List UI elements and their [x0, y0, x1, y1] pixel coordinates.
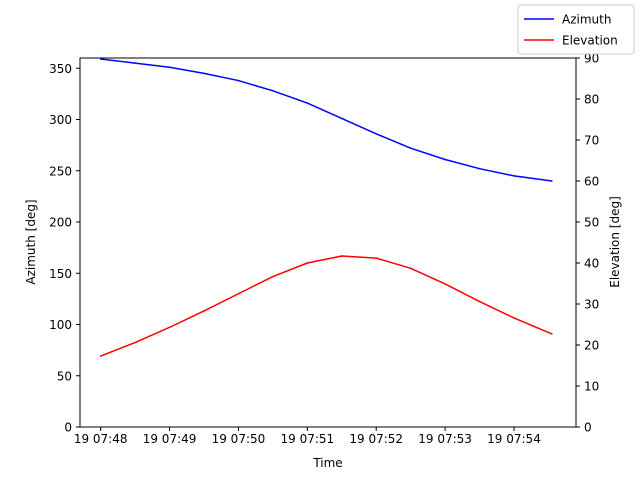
data-point-elevation: [444, 283, 446, 285]
data-point-elevation: [272, 275, 274, 278]
y-tick-label: 200: [49, 216, 72, 230]
y2-tick-label: 90: [584, 52, 599, 66]
y2-tick-label: 60: [584, 175, 599, 189]
y-tick-label: 350: [49, 62, 72, 76]
legend-frame: [517, 4, 635, 55]
y2-tick-label: 10: [584, 380, 599, 394]
data-point-elevation: [237, 292, 240, 295]
legend-label-elevation: Elevation: [562, 34, 618, 48]
data-point-azimuth: [551, 180, 553, 182]
plot-area: [99, 58, 553, 357]
series-line-azimuth: [100, 58, 552, 182]
data-point-elevation: [513, 317, 515, 319]
y-tick-label: 250: [49, 164, 72, 178]
x-tick-label: 19 07:50: [212, 432, 266, 446]
data-point-azimuth: [134, 62, 136, 64]
data-point-elevation: [340, 255, 343, 257]
data-point-azimuth: [409, 147, 412, 149]
data-point-elevation: [203, 310, 205, 312]
data-point-elevation: [99, 355, 102, 357]
x-tick-label: 19 07:51: [280, 432, 334, 446]
y2-tick-label: 70: [584, 134, 599, 148]
data-point-azimuth: [375, 133, 378, 135]
data-point-elevation: [409, 267, 412, 270]
data-point-elevation: [134, 341, 136, 344]
y2-tick-label: 30: [584, 298, 599, 312]
y2-tick-label: 0: [584, 421, 592, 435]
y-tick-label: 150: [49, 267, 72, 281]
y-axis-label: Azimuth [deg]: [24, 199, 38, 284]
x-tick-label: 19 07:52: [349, 432, 403, 446]
axes: 19 07:48 19 07:49 19 07:50 19 07:51 19 07:52…: [49, 52, 599, 447]
data-point-elevation: [551, 333, 553, 335]
data-point-elevation: [478, 300, 481, 303]
y2-axis-label: Elevation [deg]: [608, 196, 622, 288]
data-point-azimuth: [306, 102, 309, 104]
x-tick-label: 19 07:48: [74, 432, 128, 446]
series-line-elevation: [100, 255, 553, 357]
data-point-azimuth: [513, 175, 515, 177]
y2-tick-label: 80: [584, 93, 599, 107]
x-axis-label: Time: [312, 456, 342, 470]
data-point-azimuth: [203, 72, 205, 75]
data-point-elevation: [168, 326, 171, 329]
x-tick-label: 19 07:53: [418, 432, 472, 446]
data-point-azimuth: [444, 158, 446, 161]
y-tick-label: 100: [49, 318, 72, 332]
y-tick-label: 50: [57, 369, 72, 383]
x-tick-label: 19 07:54: [487, 432, 541, 446]
data-point-azimuth: [168, 66, 171, 69]
data-point-elevation: [306, 262, 309, 264]
x-tick-label: 19 07:49: [143, 432, 197, 446]
legend-label-azimuth: Azimuth: [562, 13, 611, 27]
data-point-azimuth: [478, 167, 481, 170]
y2-tick-label: 50: [584, 216, 599, 230]
data-point-azimuth: [340, 117, 343, 120]
data-point-azimuth: [237, 79, 240, 82]
axes-frame: [79, 57, 577, 428]
data-point-elevation: [375, 257, 378, 259]
legend: Azimuth Elevation: [517, 4, 635, 55]
data-point-azimuth: [272, 90, 274, 92]
y-tick-label: 0: [64, 421, 72, 435]
y2-tick-label: 20: [584, 339, 599, 353]
y-tick-label: 300: [49, 113, 72, 127]
y2-tick-label: 40: [584, 257, 599, 271]
data-point-azimuth: [99, 58, 102, 60]
